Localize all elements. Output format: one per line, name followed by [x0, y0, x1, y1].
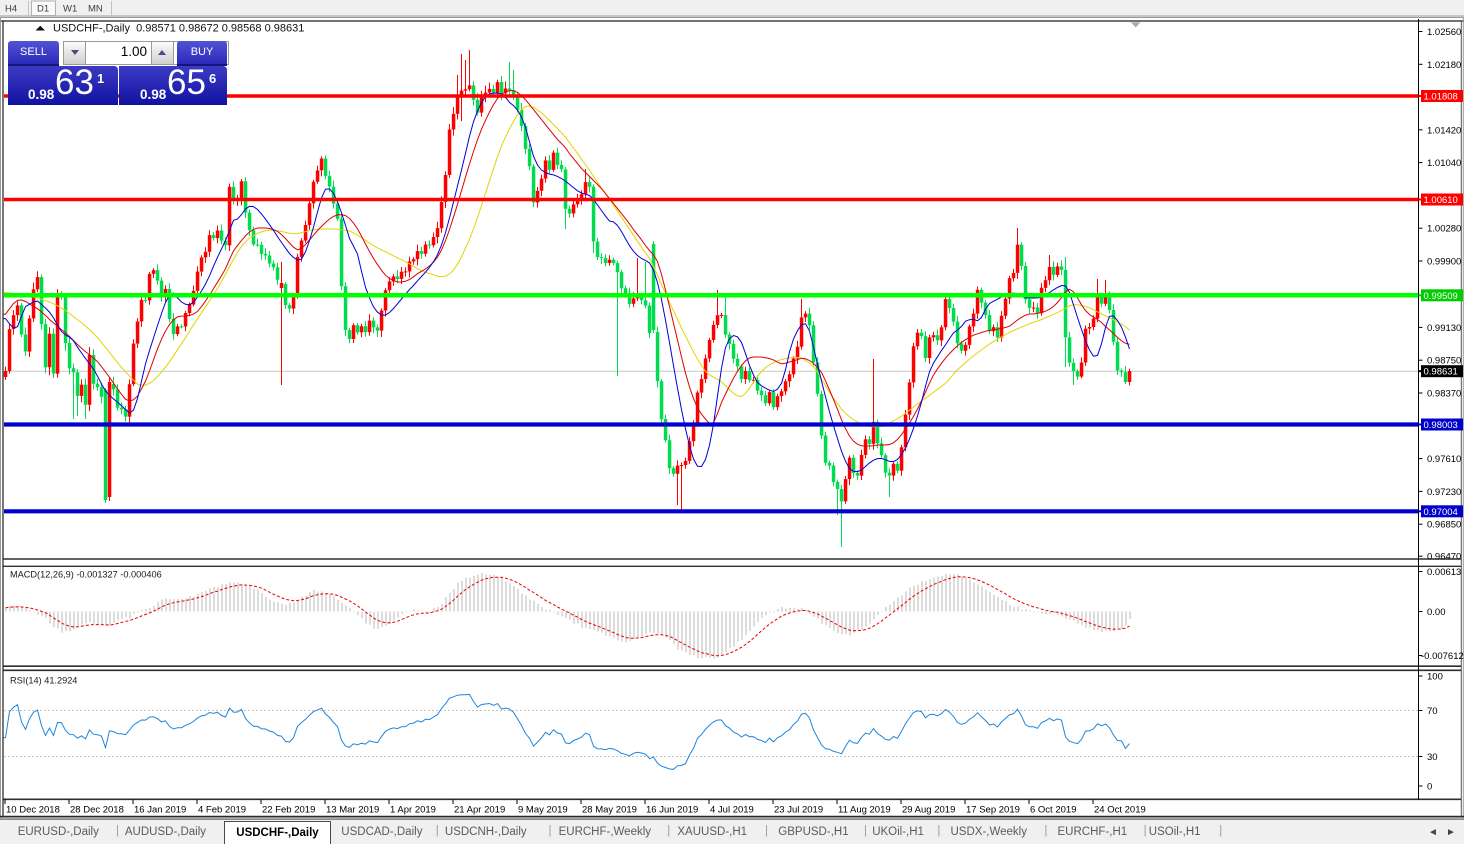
svg-text:0.99900: 0.99900	[1427, 257, 1461, 268]
svg-text:4 Jul 2019: 4 Jul 2019	[710, 805, 754, 816]
svg-text:17 Sep 2019: 17 Sep 2019	[966, 805, 1020, 816]
svg-text:-0.0076122: -0.0076122	[1421, 651, 1464, 662]
svg-text:1.02560: 1.02560	[1427, 27, 1461, 38]
svg-text:1.01040: 1.01040	[1427, 158, 1461, 169]
svg-text:6 Oct 2019: 6 Oct 2019	[1030, 805, 1076, 816]
svg-text:1.00610: 1.00610	[1424, 195, 1458, 206]
svg-text:9 May 2019: 9 May 2019	[518, 805, 568, 816]
svg-text:70: 70	[1427, 706, 1438, 717]
svg-text:1 Apr 2019: 1 Apr 2019	[390, 805, 436, 816]
svg-text:MN: MN	[88, 4, 103, 15]
svg-text:0.97230: 0.97230	[1427, 487, 1461, 498]
svg-text:0.98370: 0.98370	[1427, 389, 1461, 400]
svg-text:0.00: 0.00	[1427, 607, 1446, 618]
svg-text:0.97004: 0.97004	[1424, 507, 1458, 518]
svg-text:23 Jul 2019: 23 Jul 2019	[774, 805, 823, 816]
svg-text:13 Mar 2019: 13 Mar 2019	[326, 805, 379, 816]
svg-text:4 Feb 2019: 4 Feb 2019	[198, 805, 246, 816]
svg-text:MACD(12,26,9) -0.001327 -0.000: MACD(12,26,9) -0.001327 -0.000406	[10, 570, 162, 580]
svg-text:W1: W1	[63, 4, 77, 15]
svg-text:100: 100	[1427, 672, 1443, 683]
svg-text:USDCHF-,Daily 0.98571 0.98672: USDCHF-,Daily 0.98571 0.98672 0.98568 0.…	[53, 23, 304, 35]
svg-text:0.96850: 0.96850	[1427, 520, 1461, 531]
svg-text:0.97610: 0.97610	[1427, 454, 1461, 465]
svg-text:0.98631: 0.98631	[1424, 367, 1458, 378]
svg-text:0.99130: 0.99130	[1427, 323, 1461, 334]
svg-text:16 Jan 2019: 16 Jan 2019	[134, 805, 186, 816]
svg-text:10 Dec 2018: 10 Dec 2018	[6, 805, 60, 816]
svg-text:0: 0	[1427, 782, 1432, 793]
svg-text:28 Dec 2018: 28 Dec 2018	[70, 805, 124, 816]
svg-text:22 Feb 2019: 22 Feb 2019	[262, 805, 315, 816]
svg-text:RSI(14) 41.2924: RSI(14) 41.2924	[10, 676, 77, 686]
svg-text:0.00613: 0.00613	[1427, 567, 1461, 578]
svg-text:0.96470: 0.96470	[1427, 552, 1461, 563]
svg-text:0.98750: 0.98750	[1427, 356, 1461, 367]
svg-text:1.00280: 1.00280	[1427, 224, 1461, 235]
svg-text:H4: H4	[5, 4, 17, 15]
svg-text:21 Apr 2019: 21 Apr 2019	[454, 805, 505, 816]
svg-text:29 Aug 2019: 29 Aug 2019	[902, 805, 955, 816]
svg-text:1.01420: 1.01420	[1427, 125, 1461, 136]
svg-text:1.02180: 1.02180	[1427, 60, 1461, 71]
svg-text:0.98003: 0.98003	[1424, 420, 1458, 431]
svg-text:30: 30	[1427, 752, 1438, 763]
svg-text:24 Oct 2019: 24 Oct 2019	[1094, 805, 1146, 816]
svg-text:0.99509: 0.99509	[1424, 291, 1458, 302]
svg-text:16 Jun 2019: 16 Jun 2019	[646, 805, 698, 816]
svg-text:11 Aug 2019: 11 Aug 2019	[838, 805, 891, 816]
svg-text:1.01808: 1.01808	[1424, 92, 1458, 103]
svg-text:D1: D1	[37, 4, 49, 15]
svg-text:28 May 2019: 28 May 2019	[582, 805, 637, 816]
